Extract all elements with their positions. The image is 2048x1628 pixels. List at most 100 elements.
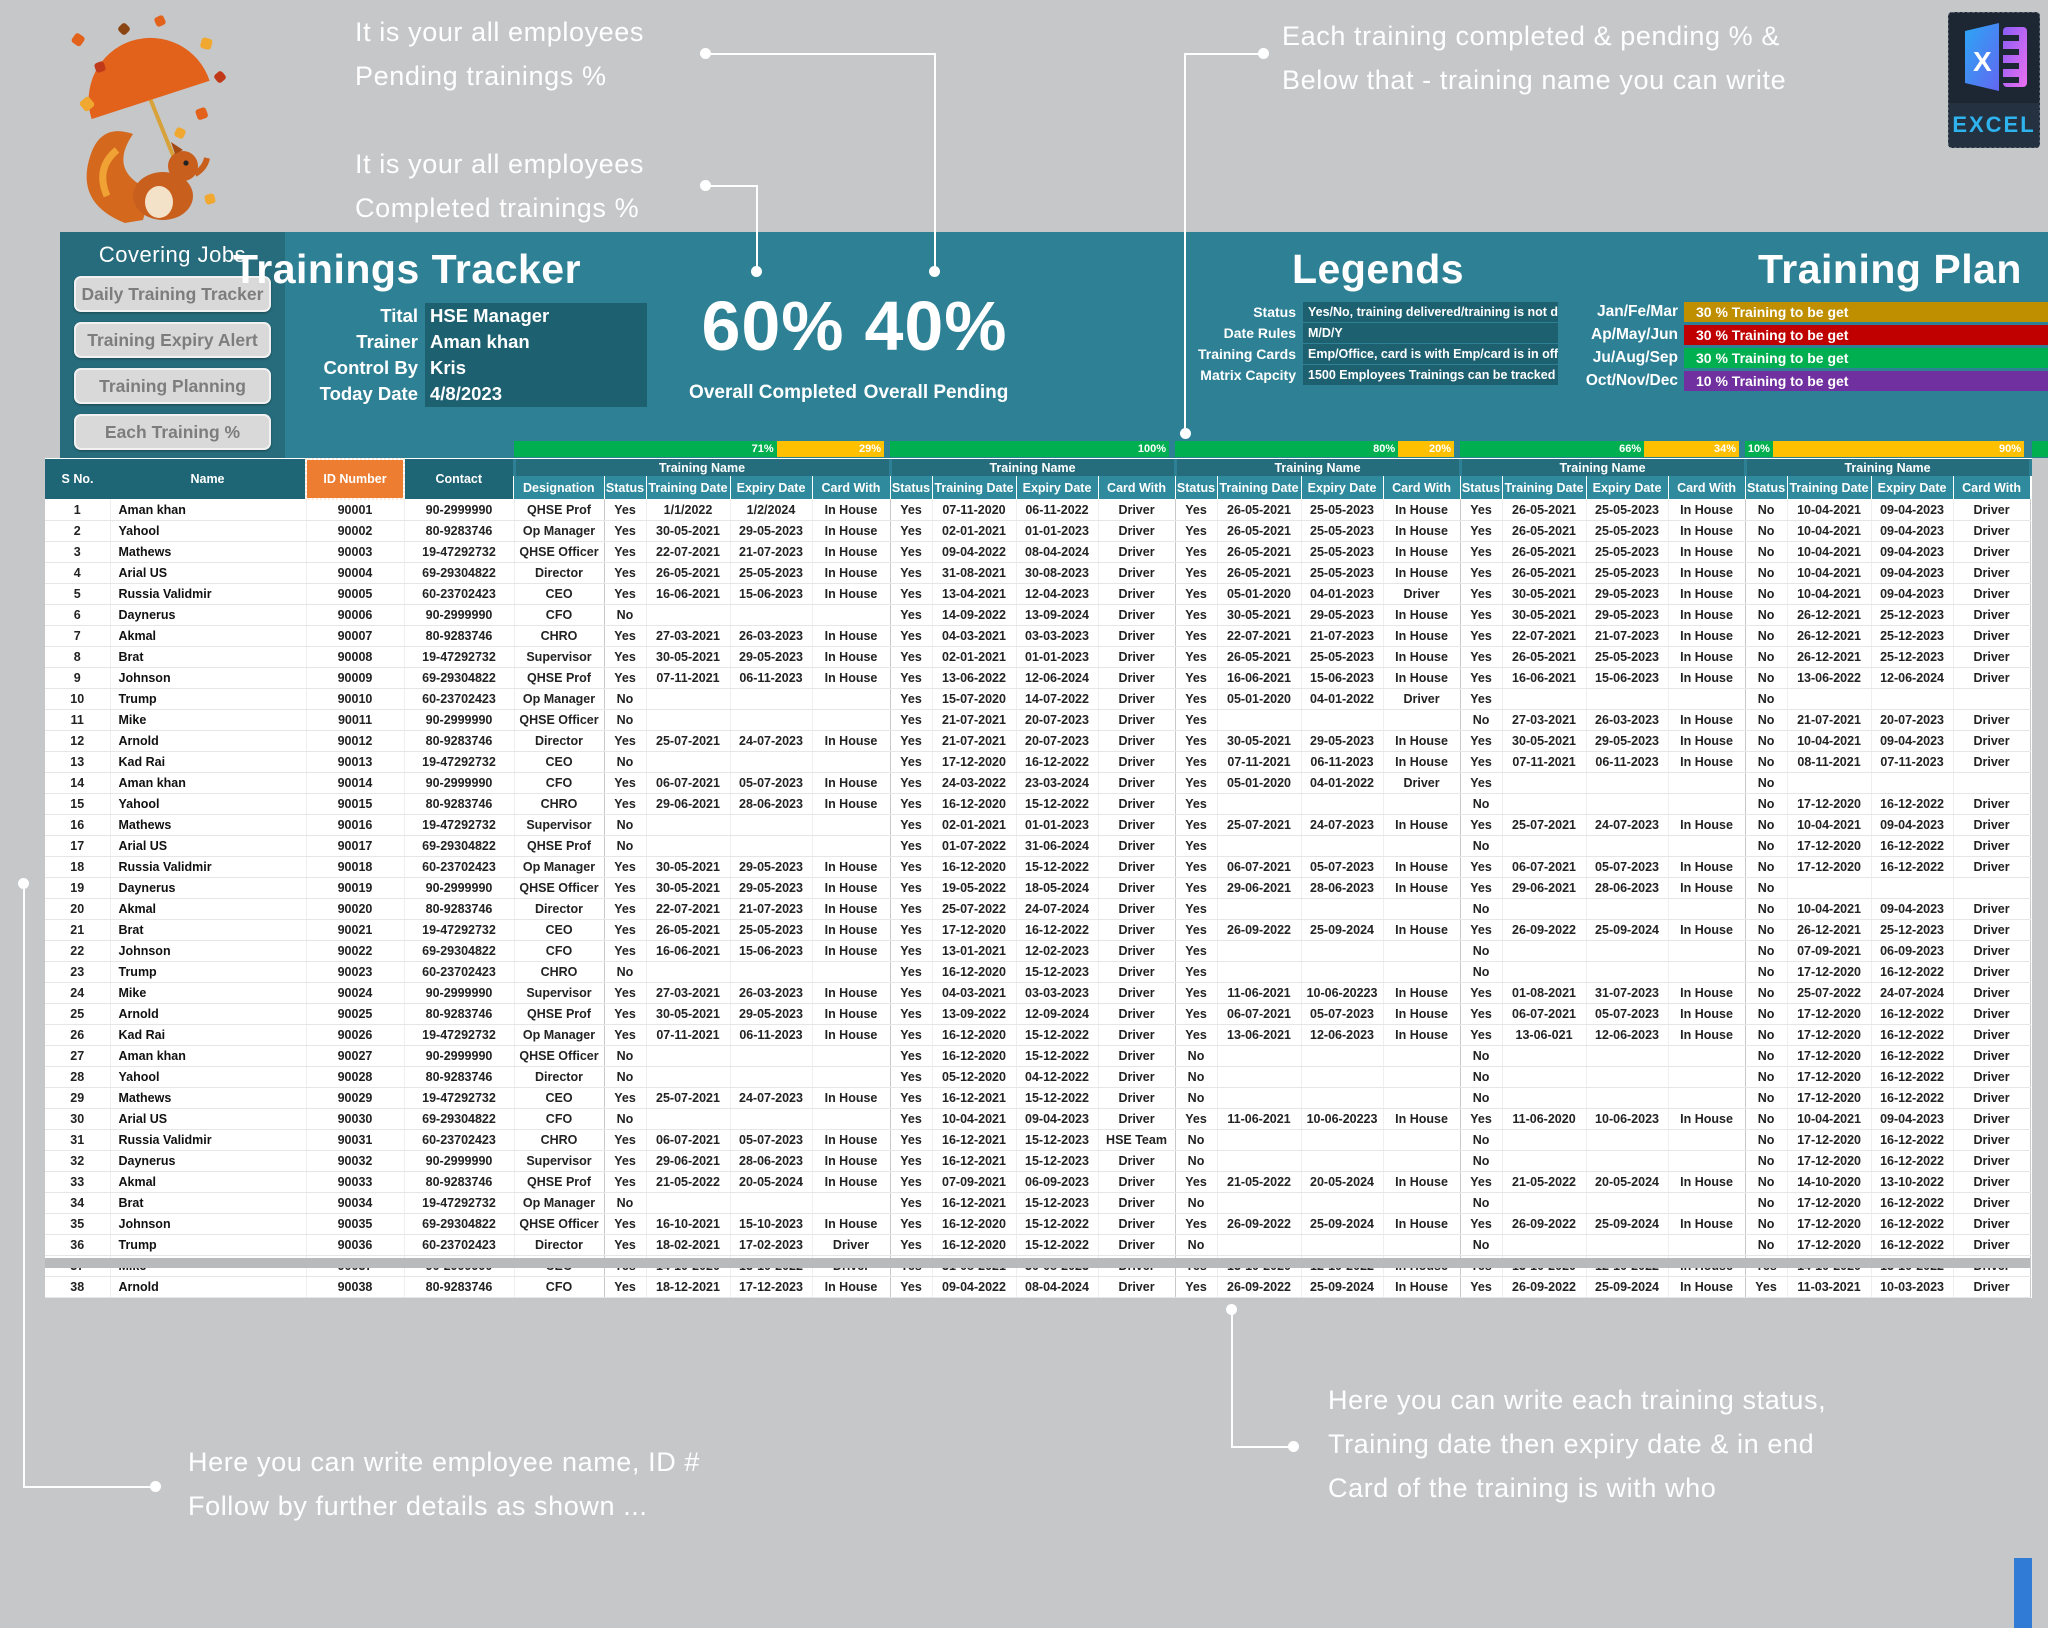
cell-t3-expiry-date[interactable]: 04-01-2022 (1301, 772, 1384, 794)
cell-sno[interactable]: 24 (45, 982, 111, 1004)
cell-name[interactable]: Aman khan (110, 499, 307, 521)
cell-t4-training-date[interactable]: 26-05-2021 (1502, 541, 1587, 563)
cell-t5-training-date[interactable]: 17-12-2020 (1787, 1129, 1872, 1151)
cell-t2-card-with[interactable]: Driver (1098, 1150, 1176, 1172)
cell-t5-expiry-date[interactable]: 10-03-2023 (1871, 1276, 1954, 1298)
cell-t5-training-date[interactable]: 11-03-2021 (1787, 1276, 1872, 1298)
cell-t5-expiry-date[interactable]: 16-12-2022 (1871, 1129, 1954, 1151)
cell-t2-training-date[interactable]: 16-12-2020 (932, 793, 1017, 815)
cell-t3-card-with[interactable]: In House (1383, 604, 1461, 626)
cell-t3-expiry-date[interactable]: 25-09-2024 (1301, 919, 1384, 941)
cell-contact[interactable]: 69-29304822 (404, 940, 515, 962)
cell-t3-status[interactable]: Yes (1175, 877, 1218, 899)
cell-t4-expiry-date[interactable]: 25-09-2024 (1586, 1213, 1669, 1235)
cell-t5-card-with[interactable]: Driver (1953, 646, 2031, 668)
cell-contact[interactable]: 80-9283746 (404, 520, 515, 542)
cell-t4-expiry-date[interactable]: 31-07-2023 (1586, 982, 1669, 1004)
cell-name[interactable]: Russia Validmir (110, 856, 307, 878)
cell-t4-card-with[interactable]: In House (1668, 1276, 1746, 1298)
cell-t5-card-with[interactable]: Driver (1953, 1087, 2031, 1109)
cell-t1-status[interactable]: Yes (604, 1087, 647, 1109)
cell-contact[interactable]: 60-23702423 (404, 1234, 515, 1256)
cell-t5-training-date[interactable]: 26-12-2021 (1787, 625, 1872, 647)
cell-t5-training-date[interactable]: 14-10-2020 (1787, 1171, 1872, 1193)
info-value[interactable]: Aman khan (425, 329, 647, 355)
cell-t3-expiry-date[interactable] (1301, 1150, 1384, 1172)
cell-t4-expiry-date[interactable]: 29-05-2023 (1586, 730, 1669, 752)
cell-t1-expiry-date[interactable]: 28-06-2023 (730, 1150, 813, 1172)
cell-t1-training-date[interactable] (646, 835, 731, 857)
cell-t1-expiry-date[interactable]: 29-05-2023 (730, 520, 813, 542)
cell-t3-expiry-date[interactable] (1301, 940, 1384, 962)
cell-t4-card-with[interactable]: In House (1668, 625, 1746, 647)
cell-t4-status[interactable]: Yes (1460, 730, 1503, 752)
cell-t2-training-date[interactable]: 07-11-2020 (932, 499, 1017, 521)
cell-t4-expiry-date[interactable] (1586, 1192, 1669, 1214)
cell-t3-expiry-date[interactable] (1301, 1234, 1384, 1256)
cell-t4-card-with[interactable]: In House (1668, 709, 1746, 731)
cell-id-number[interactable]: 90015 (306, 793, 405, 815)
cell-t4-card-with[interactable]: In House (1668, 919, 1746, 941)
cell-t2-status[interactable]: Yes (890, 1108, 933, 1130)
cell-contact[interactable]: 80-9283746 (404, 1066, 515, 1088)
cell-t2-status[interactable]: Yes (890, 1192, 933, 1214)
cell-sno[interactable]: 25 (45, 1003, 111, 1025)
cell-t3-expiry-date[interactable]: 25-09-2024 (1301, 1213, 1384, 1235)
cell-designation[interactable]: CEO (514, 751, 605, 773)
cell-t2-training-date[interactable]: 16-12-2021 (932, 1129, 1017, 1151)
cell-t5-status[interactable]: No (1745, 1087, 1788, 1109)
cell-t5-training-date[interactable]: 17-12-2020 (1787, 1234, 1872, 1256)
cell-t5-status[interactable]: No (1745, 730, 1788, 752)
cell-designation[interactable]: QHSE Officer (514, 1045, 605, 1067)
cell-t4-training-date[interactable] (1502, 1192, 1587, 1214)
cell-t4-expiry-date[interactable] (1586, 835, 1669, 857)
cell-sno[interactable]: 7 (45, 625, 111, 647)
cell-t1-training-date[interactable] (646, 688, 731, 710)
cell-t1-status[interactable]: Yes (604, 1003, 647, 1025)
cell-t2-status[interactable]: Yes (890, 751, 933, 773)
cell-t5-card-with[interactable]: Driver (1953, 1213, 2031, 1235)
cell-t2-expiry-date[interactable]: 04-12-2022 (1016, 1066, 1099, 1088)
cell-name[interactable]: Arial US (110, 562, 307, 584)
cell-t3-expiry-date[interactable]: 25-05-2023 (1301, 541, 1384, 563)
cell-t3-training-date[interactable]: 21-05-2022 (1217, 1171, 1302, 1193)
cell-t5-status[interactable]: No (1745, 1045, 1788, 1067)
cell-t5-status[interactable]: Yes (1745, 1276, 1788, 1298)
cell-t2-training-date[interactable]: 02-01-2021 (932, 814, 1017, 836)
cell-t5-status[interactable]: No (1745, 1213, 1788, 1235)
cell-t2-training-date[interactable]: 16-12-2020 (932, 856, 1017, 878)
cell-id-number[interactable]: 90010 (306, 688, 405, 710)
cell-t4-card-with[interactable] (1668, 1066, 1746, 1088)
cell-t5-card-with[interactable]: Driver (1953, 1066, 2031, 1088)
cell-t4-training-date[interactable]: 29-06-2021 (1502, 877, 1587, 899)
cell-t4-expiry-date[interactable] (1586, 1234, 1669, 1256)
cell-t1-training-date[interactable]: 30-05-2021 (646, 646, 731, 668)
cell-t3-status[interactable]: Yes (1175, 541, 1218, 563)
cell-t1-card-with[interactable]: In House (812, 982, 891, 1004)
cell-t3-training-date[interactable] (1217, 940, 1302, 962)
cell-t1-expiry-date[interactable] (730, 604, 813, 626)
cell-t4-expiry-date[interactable] (1586, 961, 1669, 983)
cell-t3-card-with[interactable] (1383, 1066, 1461, 1088)
cell-id-number[interactable]: 90001 (306, 499, 405, 521)
cell-designation[interactable]: CFO (514, 1276, 605, 1298)
cell-t1-training-date[interactable] (646, 1045, 731, 1067)
cell-t5-status[interactable]: No (1745, 1150, 1788, 1172)
cell-t3-card-with[interactable]: In House (1383, 499, 1461, 521)
cell-t2-card-with[interactable]: Driver (1098, 772, 1176, 794)
cell-sno[interactable]: 4 (45, 562, 111, 584)
cell-t2-expiry-date[interactable]: 15-12-2023 (1016, 1129, 1099, 1151)
cell-t4-expiry-date[interactable]: 25-09-2024 (1586, 919, 1669, 941)
cell-t3-training-date[interactable] (1217, 793, 1302, 815)
cell-t5-status[interactable]: No (1745, 835, 1788, 857)
cell-t3-training-date[interactable]: 13-06-2021 (1217, 1024, 1302, 1046)
cell-t1-expiry-date[interactable] (730, 1192, 813, 1214)
cell-t2-training-date[interactable]: 09-04-2022 (932, 541, 1017, 563)
cell-t4-expiry-date[interactable]: 12-06-2023 (1586, 1024, 1669, 1046)
cell-id-number[interactable]: 90021 (306, 919, 405, 941)
cell-designation[interactable]: Op Manager (514, 688, 605, 710)
cell-t3-expiry-date[interactable]: 04-01-2022 (1301, 688, 1384, 710)
cell-t4-training-date[interactable] (1502, 688, 1587, 710)
cell-t1-card-with[interactable]: In House (812, 1087, 891, 1109)
cell-name[interactable]: Yahool (110, 1066, 307, 1088)
